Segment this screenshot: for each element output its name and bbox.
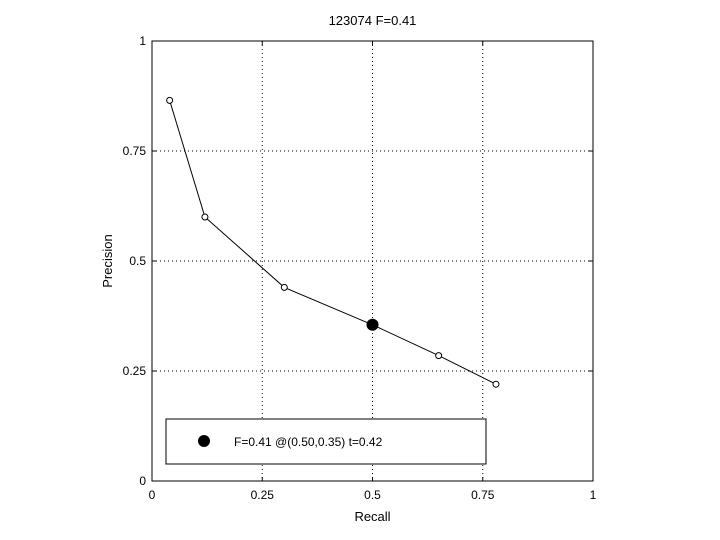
y-tick-label: 0 xyxy=(139,474,146,488)
chart-title: 123074 F=0.41 xyxy=(329,13,417,28)
pr-point xyxy=(280,283,288,291)
legend-label: F=0.41 @(0.50,0.35) t=0.42 xyxy=(234,435,383,449)
legend: F=0.41 @(0.50,0.35) t=0.42 xyxy=(165,418,487,465)
y-tick-label: 0.5 xyxy=(129,254,146,268)
x-tick-label: 0.5 xyxy=(364,488,381,502)
x-axis-title: Recall xyxy=(354,509,390,524)
y-axis-title: Precision xyxy=(100,234,115,287)
x-tick-label: 0.25 xyxy=(251,488,275,502)
y-tick-label: 0.75 xyxy=(123,144,147,158)
x-tick-label: 1 xyxy=(590,488,597,502)
series-layer xyxy=(166,96,500,388)
axis-ticks: 0 0.25 0.5 0.75 1 0 0.25 0.5 0.75 1 xyxy=(123,34,597,502)
best-f-point xyxy=(366,318,379,331)
pr-point xyxy=(492,380,500,388)
x-tick-label: 0 xyxy=(149,488,156,502)
pr-curve-line xyxy=(169,100,497,385)
legend-marker xyxy=(198,435,210,447)
pr-point xyxy=(201,213,209,221)
y-tick-label: 0.25 xyxy=(123,364,147,378)
x-tick-label: 0.75 xyxy=(471,488,495,502)
pr-point xyxy=(166,96,174,104)
pr-point xyxy=(435,352,443,360)
legend-box xyxy=(165,418,487,465)
y-tick-label: 1 xyxy=(139,34,146,48)
grid-lines xyxy=(152,41,593,481)
